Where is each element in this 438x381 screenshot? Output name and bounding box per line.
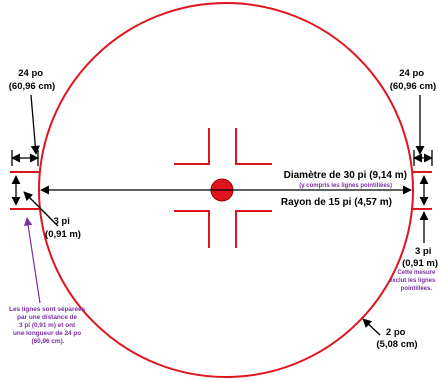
right-measure-note: Cette mesure exclut les lignes pointillé… (389, 270, 437, 292)
line-width-label: 2 po (5,08 cm) (376, 327, 417, 350)
hash-marks (174, 128, 272, 248)
top-left-dimension-label: 24 po (60,96 cm) (9, 68, 55, 92)
left-note-leader (23, 217, 41, 304)
diameter-label: Diamètre de 30 pi (9,14 m) (284, 170, 407, 181)
hash-mark-top-left (174, 128, 210, 165)
top-right-dimension-label: 24 po (60,96 cm) (390, 68, 436, 92)
right-gap-label: 3 pi (0,91 m) (402, 246, 438, 269)
left-width-leader (30, 94, 40, 155)
hash-mark-top-right (235, 128, 272, 165)
left-spacing-note: Les lignes sont séparées par une distanc… (9, 306, 87, 345)
hash-mark-bottom-right (235, 210, 272, 248)
line-width-leader (362, 318, 381, 336)
left-gap-label: 3 pi (0,91 m) (45, 216, 81, 240)
hash-mark-bottom-left (174, 210, 210, 248)
face-off-circle (38, 2, 414, 378)
dimension-lines (11, 94, 433, 336)
left-gap-leader (23, 191, 59, 227)
outer-hash-lines (10, 171, 432, 210)
radius-label: Rayon de 15 pi (4,57 m) (281, 197, 392, 208)
diameter-note: (y compris les lignes pointillées) (299, 183, 392, 189)
